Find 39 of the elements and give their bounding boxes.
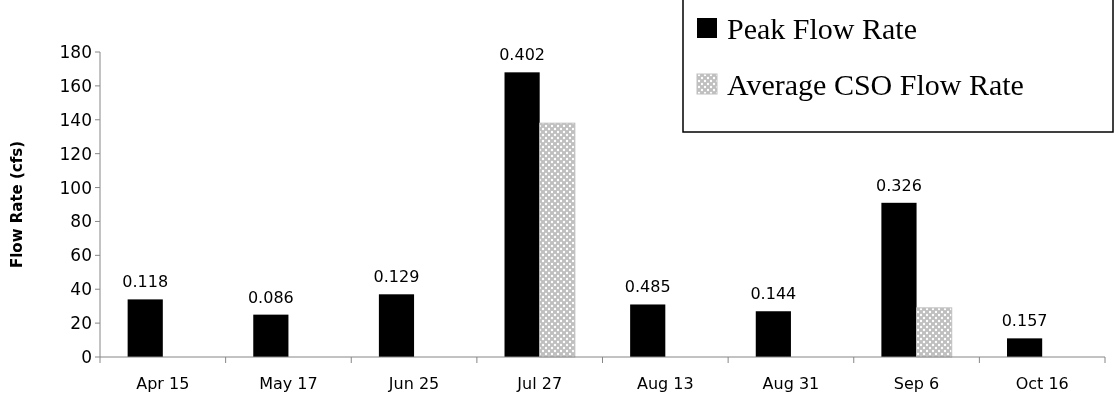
bar	[504, 72, 540, 357]
x-tick-label: Apr 15	[136, 374, 190, 393]
bar	[916, 307, 953, 358]
annotation: 0.326	[876, 175, 922, 195]
x-tick-label: May 17	[259, 374, 318, 393]
x-tick-label: Jun 25	[387, 374, 440, 393]
y-tick-label: 0	[81, 346, 92, 367]
bar	[253, 314, 289, 357]
y-tick-label: 20	[70, 313, 92, 334]
y-tick-label: 180	[59, 41, 92, 62]
y-tick-label: 160	[59, 75, 92, 96]
bar	[127, 299, 163, 357]
annotation: 0.129	[373, 267, 420, 287]
bar	[539, 122, 576, 358]
bar	[630, 304, 666, 357]
annotation: 0.144	[750, 284, 797, 304]
x-tick-label: Jul 27	[516, 374, 563, 393]
y-tick-label: 120	[59, 143, 92, 164]
annotation: 0.086	[247, 287, 294, 307]
y-tick-label: 40	[70, 279, 92, 300]
y-tick-label: 140	[59, 109, 92, 130]
bar	[755, 311, 791, 357]
bar	[1007, 338, 1043, 357]
bar	[881, 202, 917, 357]
annotation: 0.402	[499, 45, 546, 65]
legend-label: Average CSO Flow Rate	[727, 67, 1024, 101]
y-tick-label: 80	[70, 211, 92, 232]
x-tick-label: Sep 6	[893, 374, 940, 393]
y-tick-label: 100	[59, 177, 92, 198]
x-tick-label: Aug 13	[636, 374, 694, 393]
annotation: 0.157	[1001, 311, 1048, 331]
y-tick-label: 60	[70, 245, 92, 266]
annotation: 0.118	[122, 272, 169, 292]
legend-label: Peak Flow Rate	[727, 11, 917, 45]
x-tick-label: Aug 31	[762, 374, 820, 393]
x-tick-label: Oct 16	[1015, 374, 1069, 393]
annotation: 0.485	[624, 277, 671, 297]
bar	[378, 294, 415, 357]
y-axis-title: Flow Rate (cfs)	[8, 140, 26, 269]
